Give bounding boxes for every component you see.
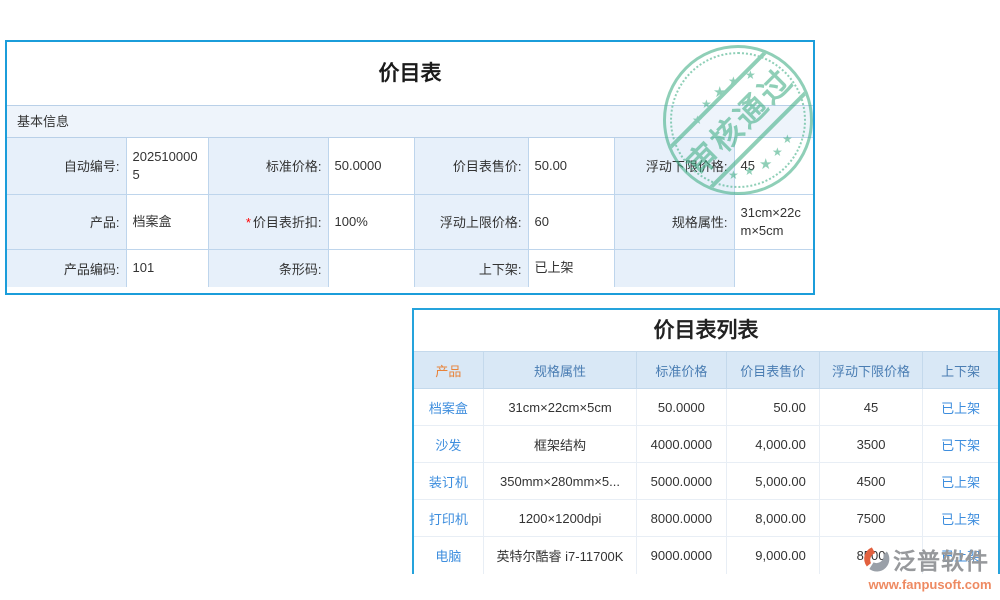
form-field-value: 档案盒: [125, 193, 209, 250]
table-cell: 350mm×280mm×5...: [483, 462, 638, 500]
form-row: 产品编码: 101 条形码: 上下架: 已上架: [7, 248, 813, 287]
form-field-label: 产品编码:: [7, 248, 127, 287]
table-cell: 4500: [819, 462, 924, 500]
form-field-value: 已上架: [527, 248, 615, 287]
form-field-label: [613, 248, 735, 287]
vendor-watermark: 泛普软件 www.fanpusoft.com: [860, 542, 1000, 592]
table-cell: 45: [819, 388, 924, 426]
table-cell: 4000.0000: [636, 425, 727, 463]
form-field-label: 浮动下限价格:: [613, 138, 735, 195]
table-cell: 8,000.00: [726, 499, 820, 537]
table-cell: 31cm×22cm×5cm: [483, 388, 638, 426]
form-field-label: 浮动上限价格:: [413, 193, 529, 250]
page-title: 价目表: [378, 62, 442, 85]
form-field-value: 101: [125, 248, 209, 287]
table-cell: 框架结构: [483, 425, 638, 463]
form-row: 自动编号: 2025100005 标准价格: 50.0000 价目表售价: 50.00 浮动…: [7, 138, 813, 195]
fanpu-logo-icon: [860, 544, 892, 574]
brand-text: 泛普软件: [893, 548, 989, 574]
product-link[interactable]: 电脑: [414, 536, 484, 574]
table-row: 装订机 350mm×280mm×5... 5000.0000 5,000.00 4500…: [414, 462, 998, 500]
form-field-value: 50.00: [527, 138, 615, 195]
price-list-table: 产品 规格属性 标准价格 价目表售价 浮动下限价格 上下架 档案盒 31cm×22cm×5c…: [414, 351, 998, 574]
table-row: 打印机 1200×1200dpi 8000.0000 8,000.00 7500 已上架: [414, 499, 998, 537]
form-field-value: 45: [733, 138, 813, 195]
list-table-title: 价目表列表: [653, 319, 759, 342]
table-cell: 4,000.00: [726, 425, 820, 463]
product-link[interactable]: 装订机: [414, 462, 484, 500]
form-field-value: 100%: [327, 193, 415, 250]
product-link[interactable]: 沙发: [414, 425, 484, 463]
column-header-5: 上下架: [922, 351, 998, 389]
shelf-status-link[interactable]: 已上架: [922, 499, 998, 537]
form-field-value: 60: [527, 193, 615, 250]
shelf-status-link[interactable]: 已下架: [922, 425, 998, 463]
table-cell: 5000.0000: [636, 462, 727, 500]
form-field-label: 自动编号:: [7, 138, 127, 195]
price-list-table-panel: 价目表列表 产品 规格属性 标准价格 价目表售价 浮动下限价格 上下架 档案盒 31cm×2…: [412, 308, 1000, 574]
table-cell: 5,000.00: [726, 462, 820, 500]
form-field-value: 2025100005: [125, 138, 209, 195]
table-cell: 3500: [819, 425, 924, 463]
form-field-value: 50.0000: [327, 138, 415, 195]
table-cell: 1200×1200dpi: [483, 499, 638, 537]
table-cell: 50.0000: [636, 388, 727, 426]
shelf-status-link[interactable]: 已上架: [922, 462, 998, 500]
column-header-0: 产品: [414, 351, 484, 389]
table-cell: 8000.0000: [636, 499, 727, 537]
table-header-row: 产品 规格属性 标准价格 价目表售价 浮动下限价格 上下架: [414, 351, 998, 389]
table-row: 沙发 框架结构 4000.0000 4,000.00 3500 已下架: [414, 425, 998, 463]
column-header-2: 标准价格: [636, 351, 727, 389]
column-header-3: 价目表售价: [726, 351, 820, 389]
basic-info-form: 自动编号: 2025100005 标准价格: 50.0000 价目表售价: 50.00 浮动…: [7, 138, 813, 287]
price-list-form-panel: 价目表 基本信息 自动编号: 2025100005 标准价格: 50.0000 价目表售…: [5, 40, 815, 295]
required-asterisk: *: [245, 215, 251, 230]
form-field-label: 上下架:: [413, 248, 529, 287]
table-cell: 7500: [819, 499, 924, 537]
table-cell: 9,000.00: [726, 536, 820, 574]
product-link[interactable]: 档案盒: [414, 388, 484, 426]
form-field-value: [327, 248, 415, 287]
product-link[interactable]: 打印机: [414, 499, 484, 537]
form-field-label: 条形码:: [207, 248, 329, 287]
brand-url: www.fanpusoft.com: [868, 577, 992, 592]
shelf-status-link[interactable]: 已上架: [922, 388, 998, 426]
table-cell: 英特尔酷睿 i7-11700K: [483, 536, 638, 574]
table-row: 档案盒 31cm×22cm×5cm 50.0000 50.00 45 已上架: [414, 388, 998, 426]
table-cell: 9000.0000: [636, 536, 727, 574]
form-field-label: 规格属性:: [613, 193, 735, 250]
form-field-label: 标准价格:: [207, 138, 329, 195]
column-header-4: 浮动下限价格: [819, 351, 924, 389]
form-field-value: [733, 248, 813, 287]
shelf-status-link[interactable]: 已上架: [922, 536, 998, 574]
form-field-value: 31cm×22cm×5cm: [733, 193, 813, 250]
column-header-1: 规格属性: [483, 351, 638, 389]
section-header-basic-info: 基本信息: [7, 105, 813, 138]
form-row: 产品: 档案盒 * 价目表折扣: 100% 浮动上限价格: 60 规格属性: 31cm×22cm…: [7, 193, 813, 250]
form-field-label: * 价目表折扣:: [207, 193, 329, 250]
form-field-label: 价目表售价:: [413, 138, 529, 195]
table-cell: 50.00: [726, 388, 820, 426]
form-field-label: 产品:: [7, 193, 127, 250]
